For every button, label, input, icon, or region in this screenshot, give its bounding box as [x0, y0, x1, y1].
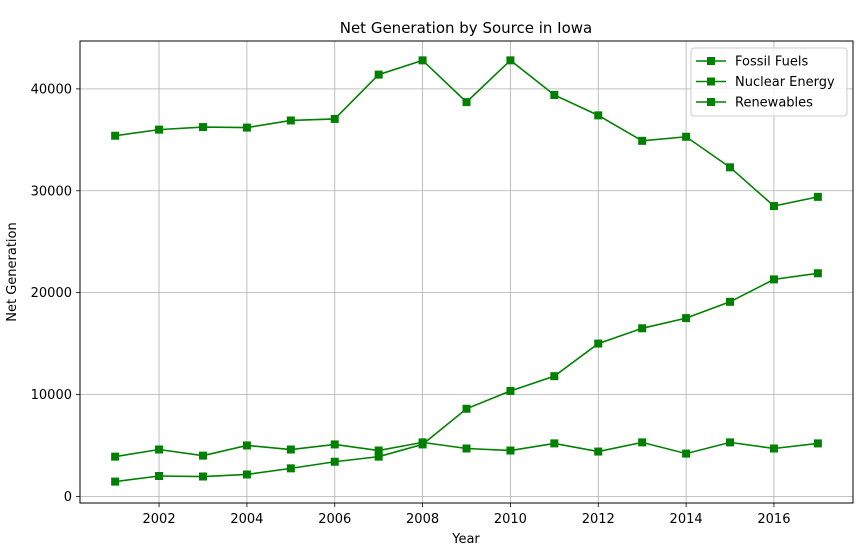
data-point-2-8	[462, 404, 471, 413]
data-point-1-3	[242, 441, 251, 450]
y-tick-label: 40000	[31, 82, 72, 97]
series-markers	[111, 56, 822, 486]
data-point-0-1	[155, 125, 164, 134]
x-axis-label: Year	[451, 532, 480, 547]
data-point-0-6	[374, 70, 383, 79]
data-point-0-0	[111, 131, 120, 140]
x-tick-label: 2002	[143, 512, 176, 527]
legend-label: Fossil Fuels	[735, 55, 808, 70]
data-point-1-9	[506, 446, 515, 455]
data-point-2-11	[594, 339, 603, 348]
data-point-1-11	[594, 447, 603, 456]
data-point-1-12	[638, 438, 647, 447]
legend-marker	[707, 98, 715, 106]
data-point-2-1	[155, 472, 164, 481]
chart-title: Net Generation by Source in Iowa	[340, 19, 593, 37]
data-point-1-14	[726, 438, 735, 447]
x-tick-label: 2010	[494, 512, 527, 527]
data-point-1-15	[769, 444, 778, 453]
data-point-0-10	[550, 90, 559, 99]
data-point-1-16	[813, 439, 822, 448]
data-point-0-13	[682, 132, 691, 141]
data-point-0-11	[594, 111, 603, 120]
data-point-0-9	[506, 56, 515, 65]
data-point-2-3	[242, 470, 251, 479]
y-axis-label: Net Generation	[5, 222, 20, 321]
data-point-0-2	[198, 123, 207, 132]
data-point-2-10	[550, 372, 559, 381]
data-point-0-8	[462, 98, 471, 107]
data-point-2-2	[198, 472, 207, 481]
x-tick-label: 2008	[406, 512, 439, 527]
data-point-2-4	[286, 464, 295, 473]
data-point-1-10	[550, 439, 559, 448]
legend-label: Renewables	[735, 96, 813, 111]
y-tick-label: 20000	[31, 286, 72, 301]
y-tick-label: 0	[64, 490, 72, 505]
x-tick-label: 2006	[318, 512, 351, 527]
legend-frame	[690, 47, 848, 117]
data-point-1-13	[682, 449, 691, 458]
data-point-2-16	[813, 269, 822, 278]
x-tick-label: 2014	[670, 512, 703, 527]
data-point-0-7	[418, 56, 427, 65]
legend-label: Nuclear Energy	[735, 75, 835, 90]
legend-marker	[707, 57, 715, 65]
y-axis-ticks: 0 10000 20000 30000 40000	[31, 82, 80, 505]
data-point-2-7	[418, 440, 427, 449]
data-point-1-5	[330, 440, 339, 449]
data-point-1-1	[155, 445, 164, 454]
data-point-2-12	[638, 324, 647, 333]
data-point-1-8	[462, 444, 471, 453]
series-lines	[115, 59, 819, 483]
data-point-0-3	[242, 123, 251, 132]
x-tick-label: 2004	[230, 512, 263, 527]
data-point-2-5	[330, 457, 339, 466]
data-point-0-12	[638, 136, 647, 145]
legend-marker	[707, 77, 715, 86]
data-point-0-5	[330, 114, 339, 123]
y-tick-label: 10000	[31, 388, 72, 403]
x-axis-ticks: 2002 2004 2006 2008 2010 2012 2014 2016	[143, 503, 790, 527]
data-point-2-14	[726, 297, 735, 306]
data-point-0-14	[726, 163, 735, 172]
data-point-1-4	[286, 445, 295, 454]
plot-frame	[79, 40, 854, 504]
x-tick-label: 2016	[757, 512, 790, 527]
data-point-2-9	[506, 386, 515, 395]
x-tick-label: 2012	[582, 512, 615, 527]
y-tick-label: 30000	[31, 184, 72, 199]
data-point-1-2	[198, 451, 207, 460]
data-point-0-16	[813, 192, 822, 201]
data-point-2-15	[769, 275, 778, 284]
legend: Fossil Fuels Nuclear Energy Renewables	[690, 47, 848, 117]
data-point-2-6	[374, 452, 383, 461]
data-point-0-15	[769, 202, 778, 211]
data-point-1-6	[374, 446, 383, 455]
data-point-1-0	[111, 452, 120, 461]
data-point-0-4	[286, 116, 295, 125]
data-point-2-0	[111, 477, 120, 486]
data-point-2-13	[682, 314, 691, 323]
